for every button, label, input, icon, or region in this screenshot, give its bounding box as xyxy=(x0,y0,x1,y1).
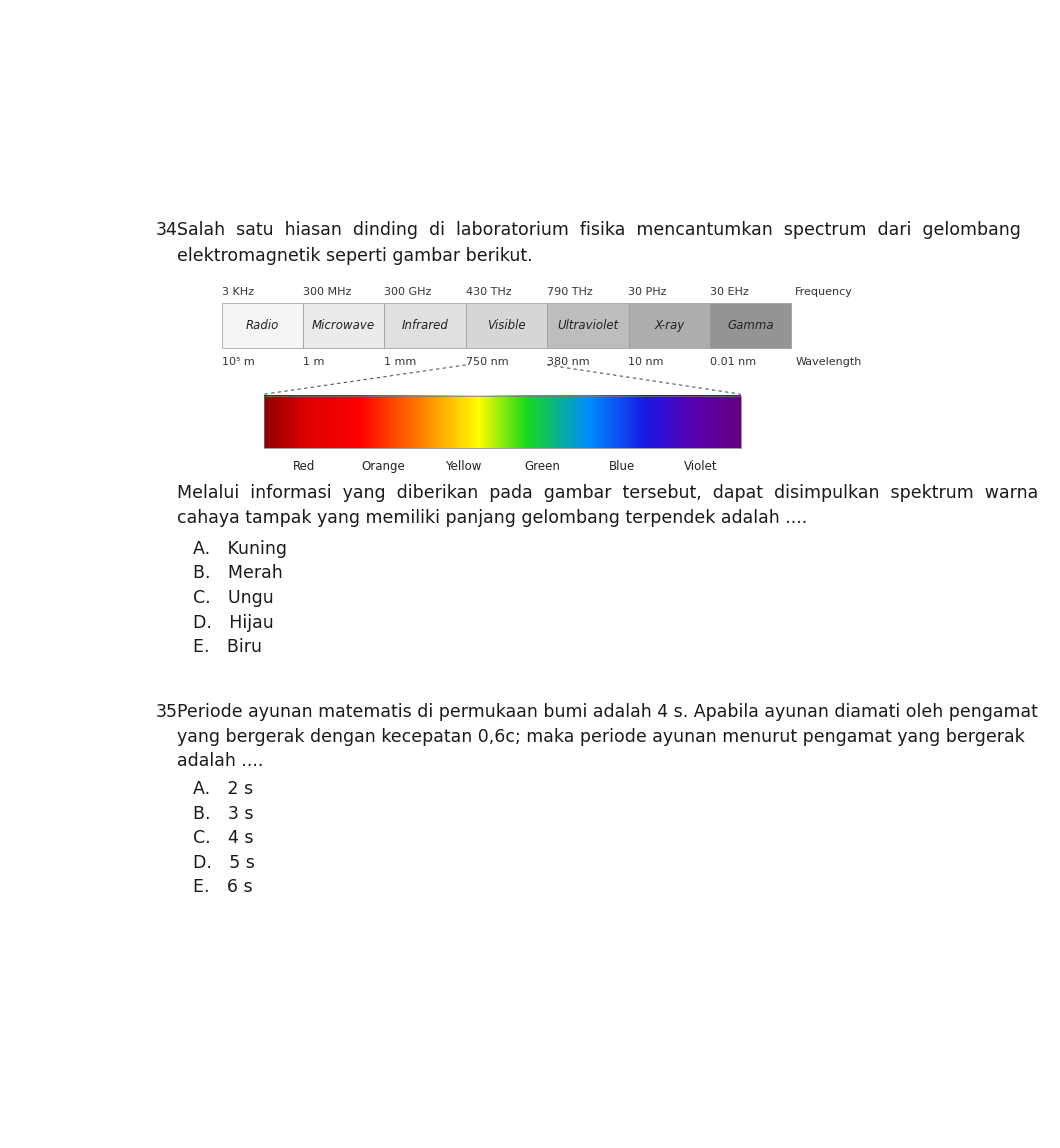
Text: adalah ....: adalah .... xyxy=(177,752,264,770)
Text: Gamma: Gamma xyxy=(727,319,774,332)
Text: Ultraviolet: Ultraviolet xyxy=(558,319,618,332)
Text: Salah  satu  hiasan  dinding  di  laboratorium  fisika  mencantumkan  spectrum  : Salah satu hiasan dinding di laboratoriu… xyxy=(177,220,1022,239)
Text: 300 GHz: 300 GHz xyxy=(385,287,431,297)
Text: 10⁵ m: 10⁵ m xyxy=(222,357,254,367)
Text: E. Biru: E. Biru xyxy=(193,638,262,657)
Text: C. Ungu: C. Ungu xyxy=(193,589,273,607)
Text: 30 PHz: 30 PHz xyxy=(629,287,667,297)
Text: yang bergerak dengan kecepatan 0,6c; maka periode ayunan menurut pengamat yang b: yang bergerak dengan kecepatan 0,6c; mak… xyxy=(177,728,1025,745)
Text: B. Merah: B. Merah xyxy=(193,565,283,582)
Text: Orange: Orange xyxy=(361,459,405,473)
Bar xyxy=(303,303,385,348)
Text: Radio: Radio xyxy=(246,319,279,332)
Text: Wavelength: Wavelength xyxy=(795,357,862,367)
Text: Microwave: Microwave xyxy=(312,319,375,332)
Text: 750 nm: 750 nm xyxy=(465,357,509,367)
Text: 35.: 35. xyxy=(156,703,183,721)
Text: Melalui  informasi  yang  diberikan  pada  gambar  tersebut,  dapat  disimpulkan: Melalui informasi yang diberikan pada ga… xyxy=(177,484,1039,503)
Bar xyxy=(222,303,303,348)
Text: 1 m: 1 m xyxy=(303,357,324,367)
Text: Violet: Violet xyxy=(685,459,718,473)
Text: E. 6 s: E. 6 s xyxy=(193,878,252,897)
Bar xyxy=(385,303,465,348)
Text: 380 nm: 380 nm xyxy=(547,357,589,367)
Text: D. Hijau: D. Hijau xyxy=(193,614,273,631)
Bar xyxy=(547,303,629,348)
Text: 34.: 34. xyxy=(156,220,183,239)
Bar xyxy=(629,303,710,348)
Text: Frequency: Frequency xyxy=(795,287,853,297)
Bar xyxy=(264,396,741,448)
Text: 10 nm: 10 nm xyxy=(629,357,664,367)
Text: X-ray: X-ray xyxy=(654,319,685,332)
Text: elektromagnetik seperti gambar berikut.: elektromagnetik seperti gambar berikut. xyxy=(177,247,533,265)
Text: D. 5 s: D. 5 s xyxy=(193,854,254,871)
Text: Red: Red xyxy=(293,459,315,473)
Text: 300 MHz: 300 MHz xyxy=(303,287,351,297)
Text: cahaya tampak yang memiliki panjang gelombang terpendek adalah ....: cahaya tampak yang memiliki panjang gelo… xyxy=(177,509,808,527)
Text: A. Kuning: A. Kuning xyxy=(193,540,287,558)
Text: 430 THz: 430 THz xyxy=(465,287,511,297)
Text: 30 EHz: 30 EHz xyxy=(710,287,748,297)
Text: Yellow: Yellow xyxy=(444,459,481,473)
Text: 1 mm: 1 mm xyxy=(385,357,417,367)
Text: 790 THz: 790 THz xyxy=(547,287,593,297)
Text: 0.01 nm: 0.01 nm xyxy=(710,357,756,367)
Text: Periode ayunan matematis di permukaan bumi adalah 4 s. Apabila ayunan diamati ol: Periode ayunan matematis di permukaan bu… xyxy=(177,703,1039,721)
Text: Green: Green xyxy=(525,459,561,473)
Text: B. 3 s: B. 3 s xyxy=(193,805,253,823)
Text: Visible: Visible xyxy=(488,319,526,332)
Text: Infrared: Infrared xyxy=(402,319,448,332)
Text: Blue: Blue xyxy=(608,459,635,473)
Text: C. 4 s: C. 4 s xyxy=(193,829,253,847)
Text: A. 2 s: A. 2 s xyxy=(193,779,253,798)
Text: 3 KHz: 3 KHz xyxy=(222,287,253,297)
Bar xyxy=(710,303,791,348)
Bar xyxy=(465,303,547,348)
